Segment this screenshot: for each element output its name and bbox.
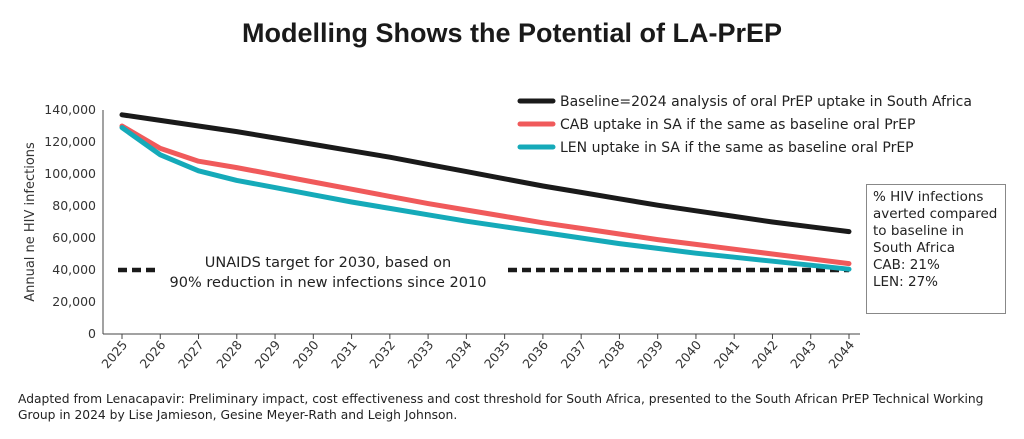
y-tick-label: 140,000 bbox=[44, 102, 96, 117]
target-label-line: UNAIDS target for 2030, based on bbox=[205, 255, 451, 271]
x-tick-label: 2040 bbox=[672, 337, 704, 371]
x-tick-label: 2038 bbox=[596, 337, 628, 371]
x-tick-label: 2027 bbox=[175, 337, 207, 371]
box-cab-value: CAB: 21% bbox=[873, 257, 940, 273]
legend-label: Baseline=2024 analysis of oral PrEP upta… bbox=[560, 94, 972, 110]
y-tick-label: 20,000 bbox=[52, 294, 96, 309]
box-len-value: LEN: 27% bbox=[873, 274, 938, 290]
series-lines bbox=[119, 112, 852, 272]
x-tick-labels: 2025 2026 2027 2028 2029 2030 2031 2032 2033 2034… bbox=[98, 334, 857, 371]
box-line: % HIV infections bbox=[873, 189, 984, 205]
box-line: South Africa bbox=[873, 240, 956, 256]
target-label-line: 90% reduction in new infections since 20… bbox=[170, 275, 487, 291]
legend-label: LEN uptake in SA if the same as baseline… bbox=[560, 140, 914, 156]
x-tick-label: 2036 bbox=[519, 337, 551, 371]
box-line: averted compared bbox=[873, 206, 998, 222]
legend-label: CAB uptake in SA if the same as baseline… bbox=[560, 117, 915, 133]
y-tick-label: 100,000 bbox=[44, 166, 96, 181]
line-chart: 2025 2026 2027 2028 2029 2030 2031 2032 2033 2034… bbox=[23, 94, 972, 371]
y-tick-label: 0 bbox=[88, 326, 96, 341]
series-line bbox=[119, 125, 852, 272]
x-tick-label: 2043 bbox=[787, 337, 819, 371]
infections-averted-box: % HIV infections averted compared to bas… bbox=[866, 184, 1006, 314]
chart-title: Modelling Shows the Potential of LA-PrEP bbox=[241, 18, 782, 48]
x-tick-label: 2029 bbox=[251, 337, 283, 371]
source-footnote: Adapted from Lenacapavir: Preliminary im… bbox=[18, 392, 984, 422]
x-tick-label: 2044 bbox=[825, 337, 857, 371]
y-axis-label: Annual ne HIV infections bbox=[23, 142, 38, 302]
series-line bbox=[119, 112, 852, 235]
x-tick-label: 2032 bbox=[366, 337, 398, 371]
x-tick-label: 2025 bbox=[98, 337, 130, 371]
x-tick-label: 2034 bbox=[443, 337, 475, 371]
x-tick-label: 2033 bbox=[404, 337, 436, 371]
target-annotation: UNAIDS target for 2030, based on 90% redu… bbox=[170, 255, 487, 291]
x-tick-label: 2039 bbox=[634, 337, 666, 371]
y-tick-label: 60,000 bbox=[52, 230, 96, 245]
box-line: to baseline in bbox=[873, 223, 964, 239]
x-tick-label: 2031 bbox=[328, 337, 360, 371]
y-tick-labels: 0 20,000 40,000 60,000 80,000 100,000 120,000 1… bbox=[44, 102, 96, 341]
y-tick-label: 80,000 bbox=[52, 198, 96, 213]
legend: Baseline=2024 analysis of oral PrEP upta… bbox=[517, 94, 972, 156]
x-tick-label: 2026 bbox=[137, 337, 169, 371]
x-tick-label: 2030 bbox=[290, 337, 322, 371]
x-tick-label: 2037 bbox=[558, 337, 590, 371]
series-line bbox=[119, 123, 852, 267]
x-tick-label: 2042 bbox=[749, 337, 781, 371]
x-tick-label: 2028 bbox=[213, 337, 245, 371]
y-tick-label: 40,000 bbox=[52, 262, 96, 277]
y-tick-label: 120,000 bbox=[44, 134, 96, 149]
x-tick-label: 2041 bbox=[711, 337, 743, 371]
x-tick-label: 2035 bbox=[481, 337, 513, 371]
